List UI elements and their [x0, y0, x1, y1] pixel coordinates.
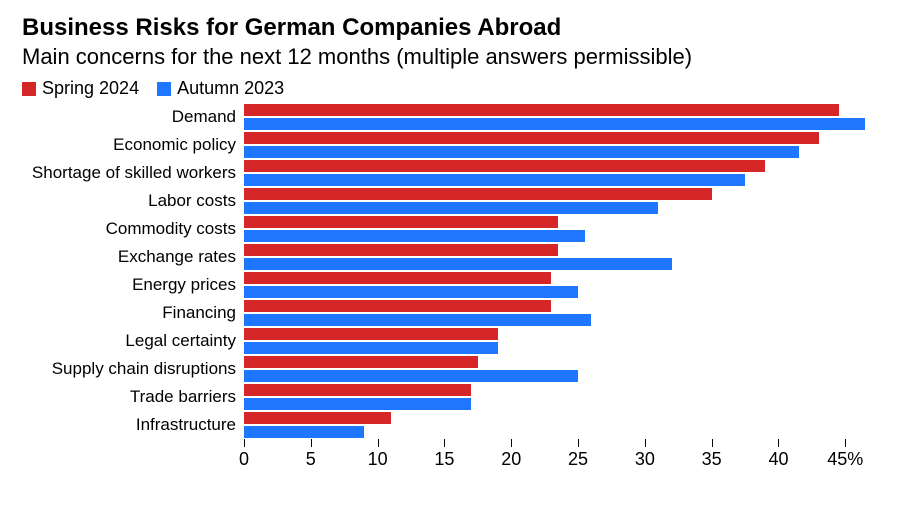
bar-autumn: [244, 174, 745, 186]
legend-swatch-spring: [22, 82, 36, 96]
x-tick: [645, 439, 646, 447]
category-row: Financing: [22, 299, 872, 327]
plot-region: Demand Economic policy Shortage of skilled…: [22, 103, 872, 439]
x-tick-label: 45%: [827, 449, 863, 470]
legend-label-spring: Spring 2024: [42, 78, 139, 99]
x-tick-label: 5: [306, 449, 316, 470]
category-label: Financing: [22, 303, 236, 323]
x-tick: [511, 439, 512, 447]
bar-spring: [244, 328, 498, 340]
x-tick: [578, 439, 579, 447]
category-row: Trade barriers: [22, 383, 872, 411]
legend-swatch-autumn: [157, 82, 171, 96]
x-axis: 0 5 10 15 20 25 30 35 40 45%: [22, 439, 872, 473]
x-tick-label: 40: [768, 449, 788, 470]
category-label: Exchange rates: [22, 247, 236, 267]
legend-item-autumn: Autumn 2023: [157, 78, 284, 99]
legend-item-spring: Spring 2024: [22, 78, 139, 99]
chart-title: Business Risks for German Companies Abro…: [22, 14, 878, 42]
x-tick-label: 15: [434, 449, 454, 470]
bar-autumn: [244, 258, 672, 270]
category-row: Demand: [22, 103, 872, 131]
category-row: Shortage of skilled workers: [22, 159, 872, 187]
bar-spring: [244, 160, 765, 172]
category-row: Legal certainty: [22, 327, 872, 355]
bar-spring: [244, 244, 558, 256]
category-label: Commodity costs: [22, 219, 236, 239]
category-label: Supply chain disruptions: [22, 359, 236, 379]
x-tick: [778, 439, 779, 447]
legend-label-autumn: Autumn 2023: [177, 78, 284, 99]
bar-spring: [244, 132, 819, 144]
x-tick-label: 20: [501, 449, 521, 470]
category-label: Infrastructure: [22, 415, 236, 435]
bar-autumn: [244, 370, 578, 382]
bar-spring: [244, 272, 551, 284]
x-tick-label: 30: [635, 449, 655, 470]
category-label: Demand: [22, 107, 236, 127]
x-tick-label: 25: [568, 449, 588, 470]
bar-spring: [244, 356, 478, 368]
category-label: Legal certainty: [22, 331, 236, 351]
x-tick-label: 10: [368, 449, 388, 470]
bar-autumn: [244, 230, 585, 242]
category-label: Trade barriers: [22, 387, 236, 407]
category-row: Infrastructure: [22, 411, 872, 439]
bar-autumn: [244, 342, 498, 354]
category-label: Energy prices: [22, 275, 236, 295]
category-row: Exchange rates: [22, 243, 872, 271]
bar-spring: [244, 188, 712, 200]
chart-area: Demand Economic policy Shortage of skilled…: [22, 103, 878, 473]
bar-spring: [244, 216, 558, 228]
x-tick: [845, 439, 846, 447]
bar-autumn: [244, 398, 471, 410]
x-tick-label: 35: [702, 449, 722, 470]
category-row: Supply chain disruptions: [22, 355, 872, 383]
x-tick: [311, 439, 312, 447]
bar-spring: [244, 104, 839, 116]
category-label: Labor costs: [22, 191, 236, 211]
bar-autumn: [244, 146, 799, 158]
legend: Spring 2024 Autumn 2023: [22, 78, 878, 99]
category-label: Economic policy: [22, 135, 236, 155]
category-row: Economic policy: [22, 131, 872, 159]
bar-autumn: [244, 426, 364, 438]
chart-subtitle: Main concerns for the next 12 months (mu…: [22, 44, 878, 70]
bar-autumn: [244, 118, 865, 130]
chart-container: Business Risks for German Companies Abro…: [0, 0, 900, 510]
bar-spring: [244, 300, 551, 312]
category-row: Labor costs: [22, 187, 872, 215]
bar-spring: [244, 412, 391, 424]
category-row: Energy prices: [22, 271, 872, 299]
x-tick: [378, 439, 379, 447]
x-tick: [244, 439, 245, 447]
bar-spring: [244, 384, 471, 396]
bar-autumn: [244, 314, 591, 326]
x-tick: [444, 439, 445, 447]
category-row: Commodity costs: [22, 215, 872, 243]
x-tick: [712, 439, 713, 447]
x-tick-label: 0: [239, 449, 249, 470]
category-label: Shortage of skilled workers: [22, 163, 236, 183]
bar-autumn: [244, 286, 578, 298]
bar-autumn: [244, 202, 658, 214]
